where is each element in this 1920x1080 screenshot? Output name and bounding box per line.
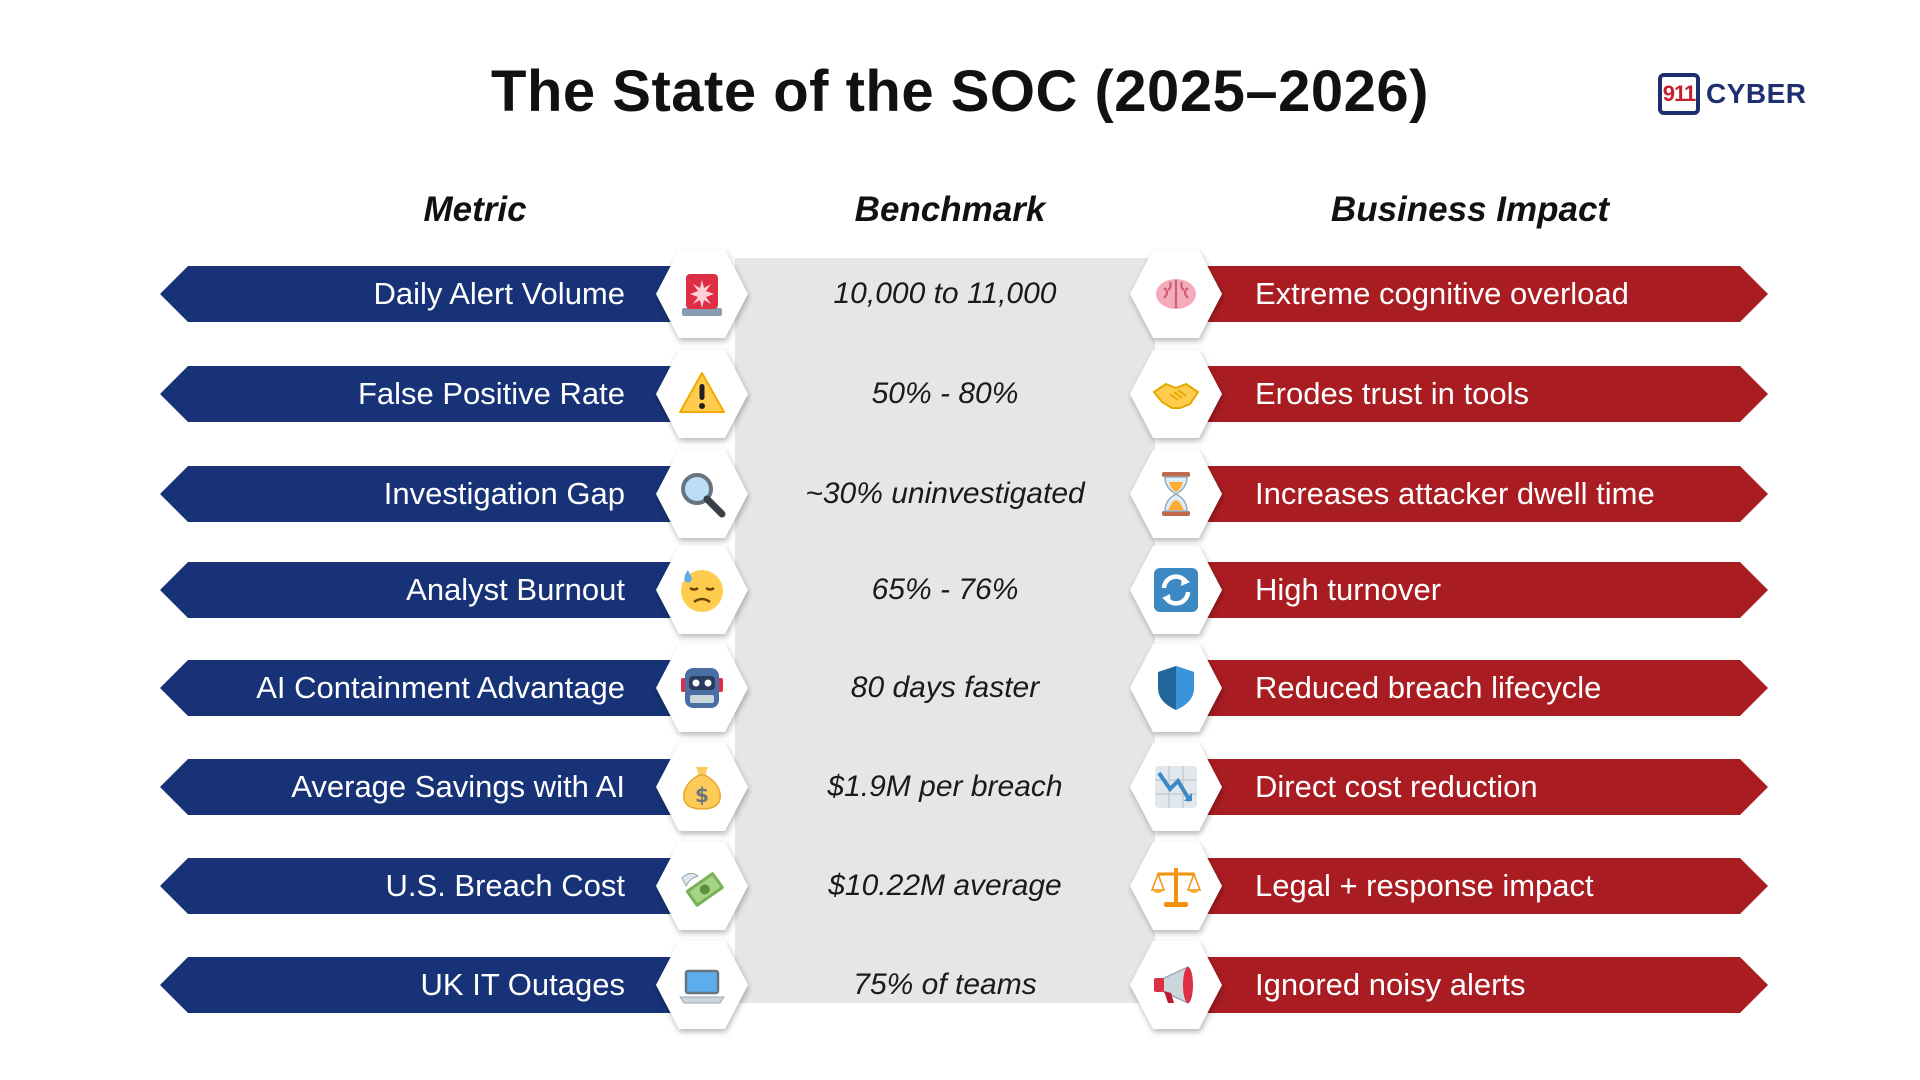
table-row: Average Savings with AI $ $1.9M per brea… (0, 739, 1920, 831)
svg-text:$: $ (695, 783, 709, 807)
metric-bar (160, 660, 680, 716)
metric-label: Average Savings with AI (291, 769, 625, 804)
impact-label: Ignored noisy alerts (1255, 967, 1526, 1002)
table-row: AI Containment Advantage 80 days faster … (0, 640, 1920, 732)
table-row: Investigation Gap ~30% uninvestigated In… (0, 446, 1920, 538)
metric-bar (160, 759, 680, 815)
impact-label: Extreme cognitive overload (1255, 276, 1629, 311)
sweat-face-icon (681, 570, 723, 612)
logo-text: CYBER (1706, 78, 1807, 109)
impact-label: Direct cost reduction (1255, 769, 1538, 804)
logo-number: 911 (1662, 81, 1696, 106)
impact-icon-hex (1130, 546, 1222, 634)
impact-label: Reduced breach lifecycle (1255, 670, 1602, 705)
impact-bar (1188, 759, 1768, 815)
benchmark-value: 50% - 80% (871, 377, 1019, 410)
metric-icon-hex (656, 450, 748, 538)
benchmark-value: $1.9M per breach (827, 770, 1063, 803)
metric-label: False Positive Rate (357, 376, 625, 411)
impact-icon-hex (1130, 250, 1222, 338)
brand-logo: 911 CYBER (1658, 70, 1807, 118)
metric-icon-hex (656, 350, 748, 438)
impact-label: High turnover (1255, 572, 1442, 607)
table-row: Analyst Burnout 65% - 76% High turnover (0, 542, 1920, 634)
money-wings-icon (681, 872, 724, 907)
metric-bar (160, 266, 680, 322)
benchmark-value: 65% - 76% (871, 573, 1019, 606)
chart-down-icon (1155, 766, 1197, 808)
metric-label: Analyst Burnout (406, 572, 625, 607)
header-metric: Metric (423, 190, 527, 229)
benchmark-value: 80 days faster (850, 671, 1040, 704)
siren-icon (682, 274, 722, 316)
impact-bar (1188, 266, 1768, 322)
metric-bar (160, 466, 680, 522)
metric-bar (160, 957, 680, 1013)
impact-bar (1188, 858, 1768, 914)
impact-icon-hex (1130, 644, 1222, 732)
metric-label: UK IT Outages (420, 967, 625, 1002)
metric-icon-hex (656, 644, 748, 732)
metric-label: AI Containment Advantage (256, 670, 625, 705)
money-bag-icon: $ (683, 767, 721, 810)
table-row: Daily Alert Volume 10,000 to 11,000 Extr… (0, 246, 1920, 338)
refresh-icon (1154, 568, 1198, 612)
metric-label: U.S. Breach Cost (385, 868, 625, 903)
benchmark-value: $10.22M average (828, 869, 1062, 902)
impact-bar (1188, 957, 1768, 1013)
impact-label: Legal + response impact (1255, 868, 1594, 903)
shield-icon (1158, 666, 1194, 710)
logo-badge-icon: 911 (1658, 73, 1700, 115)
impact-icon-hex (1130, 350, 1222, 438)
impact-bar (1188, 562, 1768, 618)
scales-icon (1150, 868, 1202, 907)
table-row: U.S. Breach Cost $10.22M average Legal +… (0, 838, 1920, 930)
page-title: The State of the SOC (2025–2026) (491, 59, 1429, 124)
table-row: False Positive Rate 50% - 80% Erodes tru… (0, 346, 1920, 438)
megaphone-icon (1154, 965, 1193, 1005)
impact-bar (1188, 660, 1768, 716)
laptop-icon (679, 969, 725, 1004)
warning-icon (679, 372, 725, 413)
metric-bar (160, 858, 680, 914)
benchmark-value: ~30% uninvestigated (805, 477, 1085, 510)
magnifier-icon (681, 473, 726, 518)
metric-bar (160, 562, 680, 618)
metric-icon-hex (656, 546, 748, 634)
table-row: UK IT Outages 75% of teams Ignored noisy… (0, 937, 1920, 1029)
metric-label: Daily Alert Volume (373, 276, 625, 311)
metric-icon-hex: $ (656, 743, 748, 831)
benchmark-value: 10,000 to 11,000 (833, 277, 1057, 310)
impact-icon-hex (1130, 941, 1222, 1029)
handshake-icon (1152, 382, 1200, 409)
benchmark-panel (735, 258, 1155, 1003)
impact-label: Erodes trust in tools (1255, 376, 1529, 411)
impact-bar (1188, 466, 1768, 522)
impact-bar (1188, 366, 1768, 422)
benchmark-value: 75% of teams (853, 968, 1037, 1001)
impact-icon-hex (1130, 842, 1222, 930)
impact-icon-hex (1130, 450, 1222, 538)
metric-icon-hex (656, 250, 748, 338)
impact-icon-hex (1130, 743, 1222, 831)
metric-bar (160, 366, 680, 422)
header-business-impact: Business Impact (1330, 190, 1610, 229)
impact-label: Increases attacker dwell time (1255, 476, 1655, 511)
header-benchmark: Benchmark (854, 190, 1046, 229)
metric-label: Investigation Gap (383, 476, 625, 511)
brain-icon (1156, 279, 1196, 309)
metric-icon-hex (656, 941, 748, 1029)
hourglass-icon (1162, 472, 1190, 516)
metric-icon-hex (656, 842, 748, 930)
robot-icon (681, 668, 723, 708)
